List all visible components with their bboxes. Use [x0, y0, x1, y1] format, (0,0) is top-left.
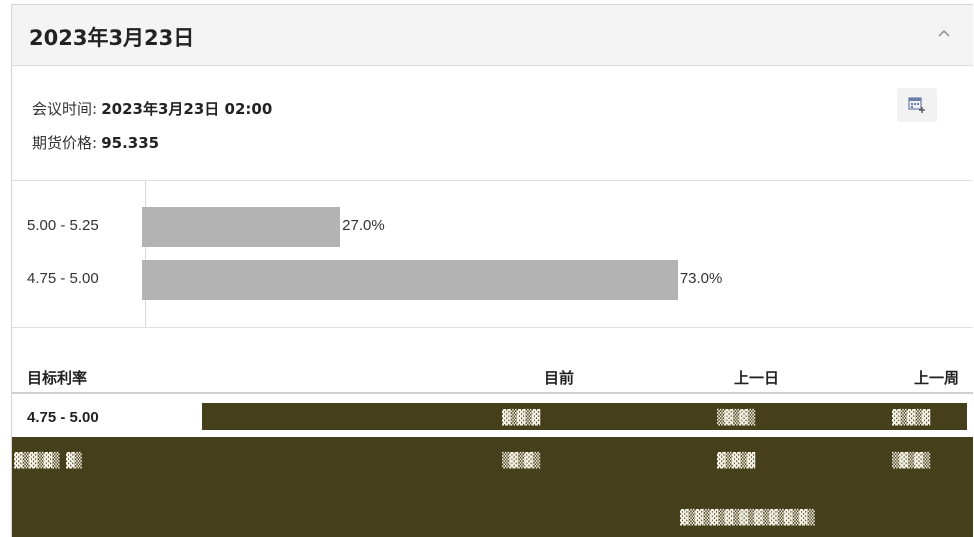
meeting-time-label: 会议时间:: [32, 100, 98, 118]
meeting-time: 会议时间: 2023年3月23日 02:00: [32, 98, 272, 119]
futures-price-value: 95.335: [101, 134, 160, 152]
chart-axis: [145, 181, 146, 328]
table-row-rate: 4.75 - 5.00: [27, 409, 99, 426]
column-header-previous-week: 上一周: [914, 369, 960, 387]
add-to-calendar-button[interactable]: [897, 88, 937, 122]
divider: [12, 327, 973, 328]
glitch-block: [12, 437, 973, 537]
bar-label: 4.75 - 5.00: [27, 270, 99, 287]
bar-label: 5.00 - 5.25: [27, 217, 99, 234]
glitch-block: [202, 403, 967, 430]
probability-panel: 2023年3月23日 会议时间: 2023年3月23日 02:00 期货价格: …: [11, 4, 973, 537]
column-header-target-rate: 目标利率: [27, 369, 88, 387]
chevron-up-icon[interactable]: [935, 25, 953, 43]
glitch-noise: ▒▓▒▓▒: [892, 453, 930, 469]
glitch-noise: ▒▓▒▓▒: [717, 410, 755, 426]
glitch-noise: ▓▒▓▒▓: [892, 410, 930, 426]
bar-value-label: 73.0%: [679, 270, 723, 287]
meeting-time-value: 2023年3月23日 02:00: [101, 100, 273, 118]
glitch-noise: ▓▒▓▒▓: [502, 410, 540, 426]
futures-price-label: 期货价格:: [32, 134, 98, 152]
bar-value-label: 27.0%: [342, 217, 385, 234]
glitch-noise: ▓▒▓▒▓▒▓▒▓▒▓▒▓▒▓▒▓▒: [680, 510, 815, 526]
bar-5.00-5.25: [142, 207, 341, 247]
glitch-noise: ▓▒▓▒▓: [717, 453, 755, 469]
column-header-current: 目前: [544, 369, 575, 387]
divider: [12, 180, 973, 181]
futures-price: 期货价格: 95.335: [32, 132, 159, 153]
glitch-noise: ▒▓▒▓▒: [502, 453, 540, 469]
panel-title: 2023年3月23日: [29, 26, 195, 50]
glitch-noise: ▓▒▓▒▓▒ ▓▒: [14, 453, 82, 469]
bar-4.75-5.00: [142, 260, 678, 300]
table-header-rule: [12, 392, 973, 394]
panel-header[interactable]: 2023年3月23日: [12, 5, 973, 66]
column-header-previous-day: 上一日: [734, 369, 780, 387]
